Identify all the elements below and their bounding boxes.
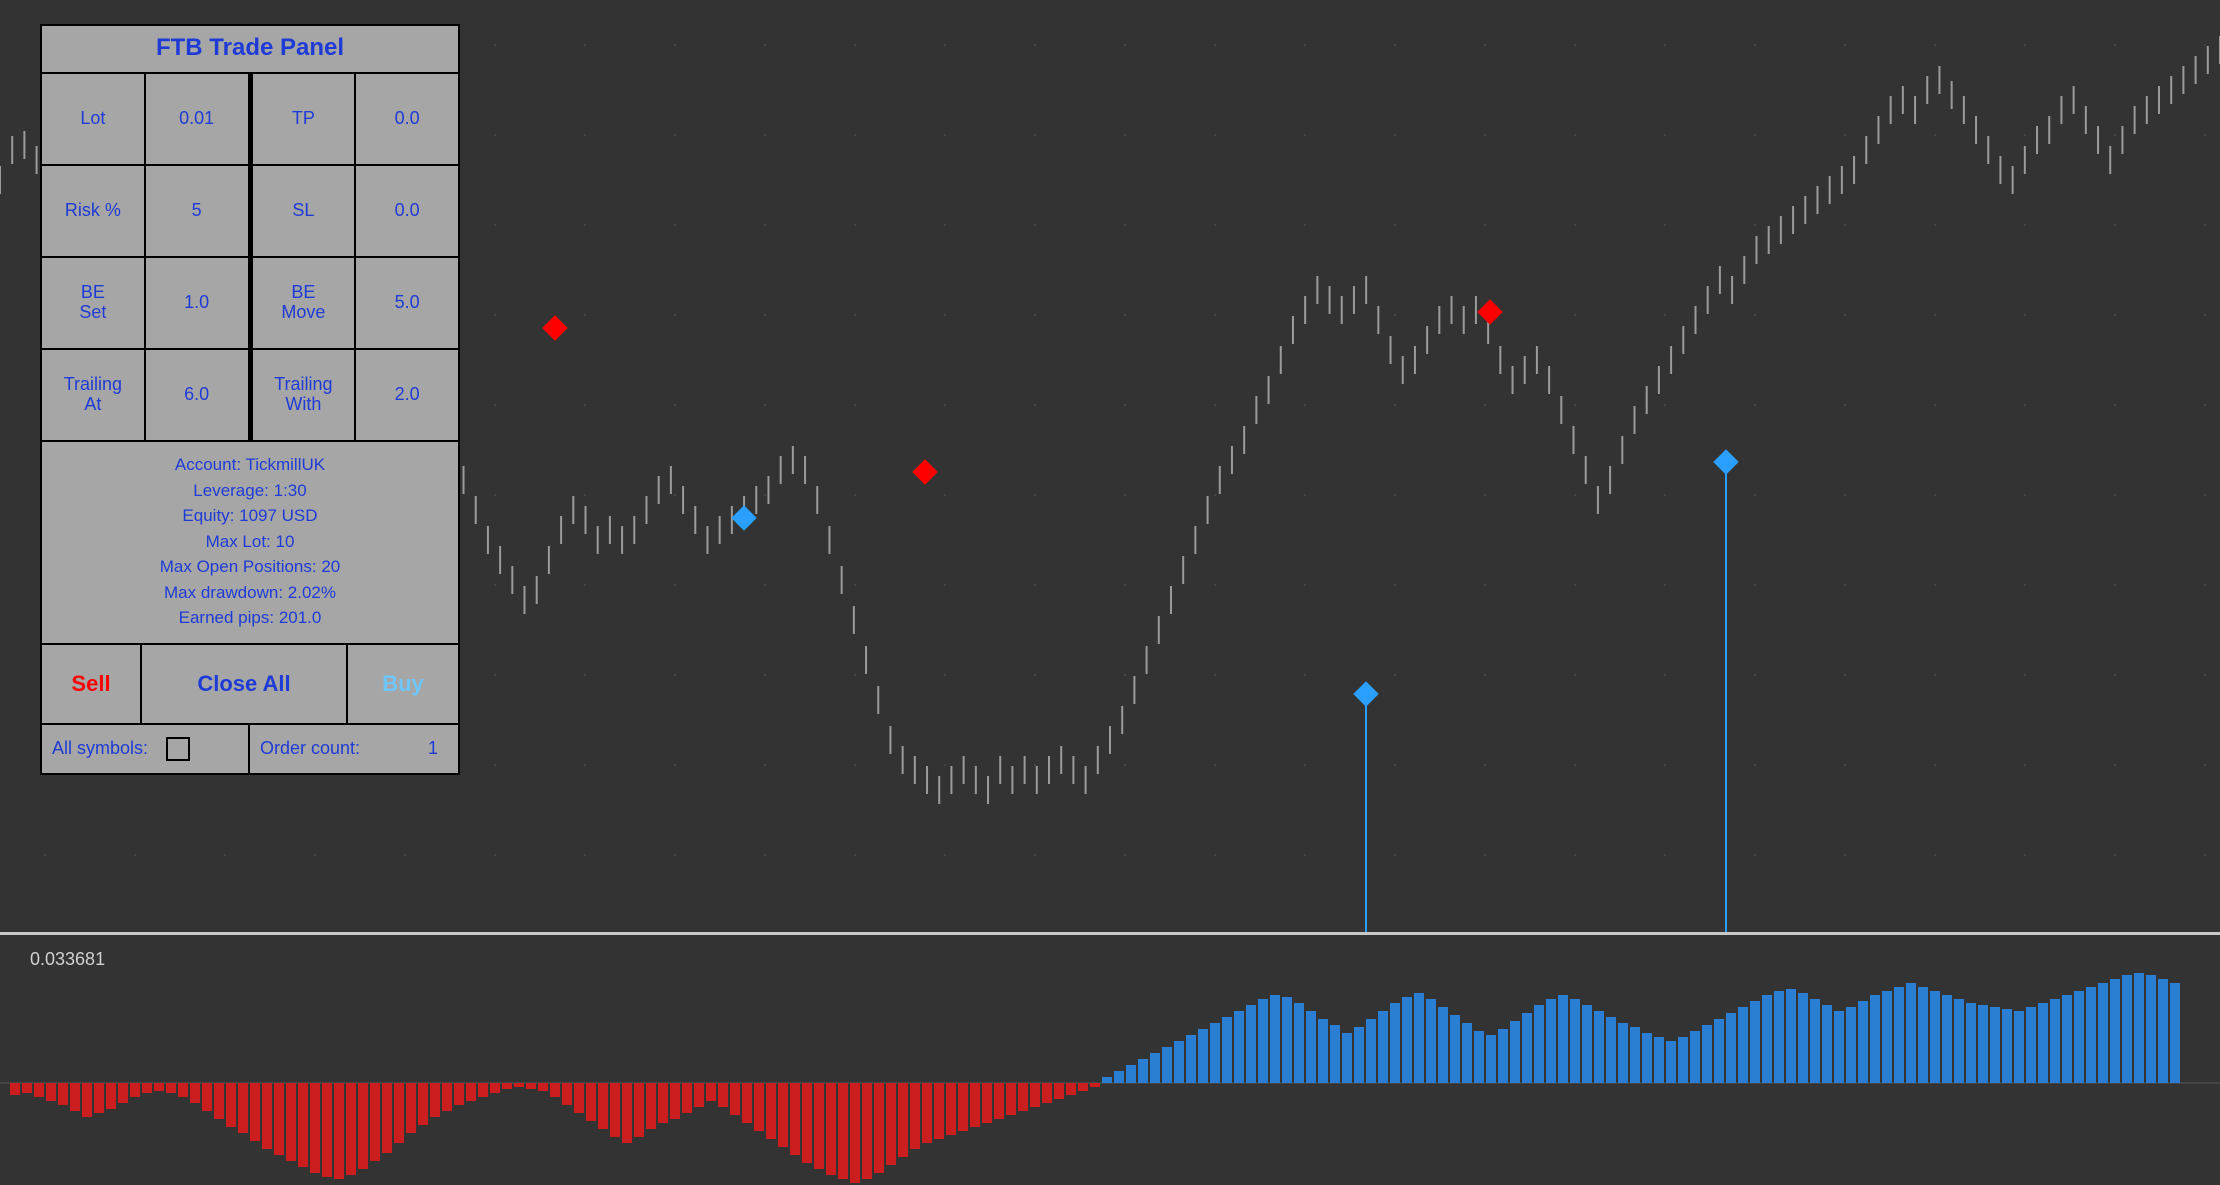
buy-button[interactable]: Buy (348, 645, 458, 723)
order-count-value: 1 (428, 738, 438, 759)
info-line: Max drawdown: 2.02% (42, 580, 458, 606)
left-value-1[interactable]: 5 (146, 166, 248, 256)
left-value-2[interactable]: 1.0 (146, 258, 248, 348)
info-line: Leverage: 1:30 (42, 478, 458, 504)
info-line: Account: TickmillUK (42, 452, 458, 478)
panel-grid: Lot0.01Risk %5BESet1.0TrailingAt6.0 TP0.… (42, 74, 458, 442)
left-value-3[interactable]: 6.0 (146, 350, 248, 440)
right-label-2[interactable]: BEMove (253, 258, 357, 348)
info-line: Max Lot: 10 (42, 529, 458, 555)
right-label-1[interactable]: SL (253, 166, 357, 256)
right-value-1[interactable]: 0.0 (356, 166, 458, 256)
panel-footer: All symbols: Order count: 1 (42, 725, 458, 773)
indicator-pane[interactable]: 0.033681 (0, 935, 2220, 1185)
right-label-3[interactable]: TrailingWith (253, 350, 357, 440)
info-line: Earned pips: 201.0 (42, 605, 458, 631)
left-label-3[interactable]: TrailingAt (42, 350, 146, 440)
left-label-2[interactable]: BESet (42, 258, 146, 348)
info-line: Equity: 1097 USD (42, 503, 458, 529)
sell-button[interactable]: Sell (42, 645, 142, 723)
right-label-0[interactable]: TP (253, 74, 357, 164)
signal-vline (1365, 694, 1367, 932)
signal-vline (1725, 462, 1727, 932)
right-value-3[interactable]: 2.0 (356, 350, 458, 440)
left-value-0[interactable]: 0.01 (146, 74, 248, 164)
right-value-0[interactable]: 0.0 (356, 74, 458, 164)
trade-panel: FTB Trade Panel Lot0.01Risk %5BESet1.0Tr… (40, 24, 460, 775)
left-label-1[interactable]: Risk % (42, 166, 146, 256)
left-label-0[interactable]: Lot (42, 74, 146, 164)
close-all-button[interactable]: Close All (142, 645, 348, 723)
all-symbols-checkbox[interactable] (166, 737, 190, 761)
all-symbols-label: All symbols: (52, 738, 148, 759)
action-row: Sell Close All Buy (42, 645, 458, 725)
info-line: Max Open Positions: 20 (42, 554, 458, 580)
order-count-label: Order count: (260, 738, 360, 759)
account-info: Account: TickmillUKLeverage: 1:30Equity:… (42, 442, 458, 645)
panel-title: FTB Trade Panel (42, 26, 458, 74)
right-value-2[interactable]: 5.0 (356, 258, 458, 348)
indicator-svg (0, 935, 2220, 1185)
